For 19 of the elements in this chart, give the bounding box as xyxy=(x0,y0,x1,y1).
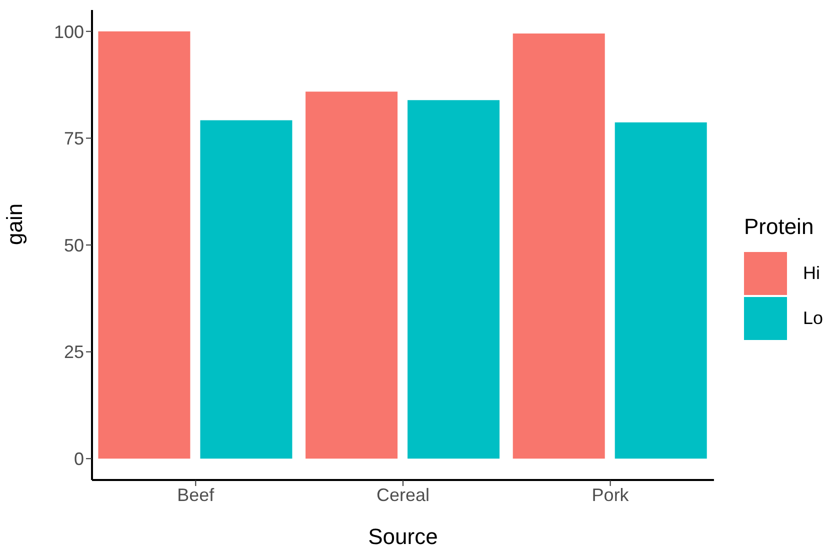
bar xyxy=(306,92,398,459)
x-tick-label: Pork xyxy=(592,484,630,505)
y-axis-title: gain xyxy=(2,203,27,245)
legend-label: Hi xyxy=(802,263,820,284)
y-tick-label: 100 xyxy=(54,22,84,42)
y-tick-label: 50 xyxy=(64,235,84,256)
legend-title: Protein xyxy=(744,214,815,240)
legend-label: Lo xyxy=(802,308,823,329)
y-tick-label: 25 xyxy=(64,342,84,362)
bar xyxy=(512,34,605,459)
y-tick-label: 75 xyxy=(64,128,84,149)
bar xyxy=(200,120,292,459)
y-tick-label: 0 xyxy=(74,449,84,470)
x-tick-label: Beef xyxy=(177,484,216,505)
x-axis-title: Source xyxy=(368,524,438,549)
bar xyxy=(98,31,190,459)
x-tick-label: Cereal xyxy=(376,484,430,505)
bar xyxy=(408,100,500,459)
bar xyxy=(614,122,707,459)
